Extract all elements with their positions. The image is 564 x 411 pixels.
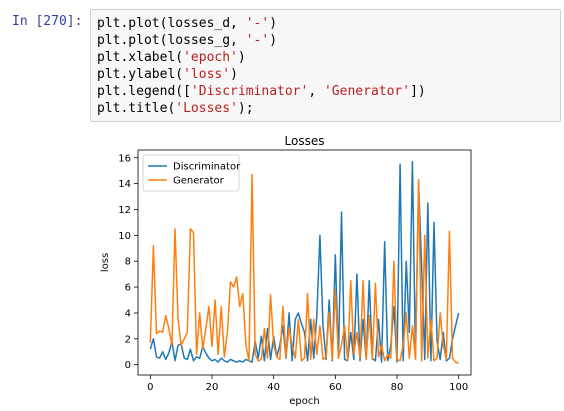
chart-title: Losses [285,134,325,148]
y-tick-label: 14 [118,179,131,190]
cell-prompt: In [270]: [12,14,83,29]
y-tick-label: 4 [125,308,131,319]
legend-label-generator: Generator [173,176,225,187]
losses-chart: Losses 0 20 40 60 80 100 0 2 4 6 8 10 12 14 16 epoch loss… [100,134,472,407]
y-axis-label: loss [100,253,111,272]
y-tick-label: 12 [118,205,131,216]
legend-box [142,154,240,192]
series-line-generator [149,173,459,365]
plot-output: Losses 0 20 40 60 80 100 0 2 4 6 8 10 12 14 16 epoch loss… [90,132,490,408]
code-line-5: plt.legend(['Discriminator', 'Generator'… [97,84,426,99]
y-tick-label: 8 [125,257,131,268]
x-axis-label: epoch [289,396,319,407]
y-tick-label: 0 [125,360,131,371]
x-tick-label: 0 [147,382,153,393]
code-line-6: plt.title('Losses'); [97,101,254,116]
code-line-3: plt.xlabel('epoch') [97,50,246,65]
code-line-1: plt.plot(losses_d, '-') [97,16,278,31]
x-tick-label: 20 [206,382,219,393]
x-tick-label: 100 [449,382,468,393]
plot-frame [137,149,472,376]
x-tick-label: 40 [267,382,280,393]
y-tick-label: 16 [118,153,131,164]
code-line-4: plt.ylabel('loss') [97,67,238,82]
code-line-2: plt.plot(losses_g, '-') [97,33,278,48]
y-tick-label: 6 [125,283,131,294]
y-tick-label: 2 [125,334,131,345]
x-tick-label: 60 [329,382,342,393]
y-tick-label: 10 [118,231,131,242]
code-cell-input[interactable]: plt.plot(losses_d, '-') plt.plot(losses_… [90,9,561,122]
legend-label-discriminator: Discriminator [173,162,241,173]
x-tick-label: 80 [391,382,404,393]
series-line-discriminator [149,160,460,363]
